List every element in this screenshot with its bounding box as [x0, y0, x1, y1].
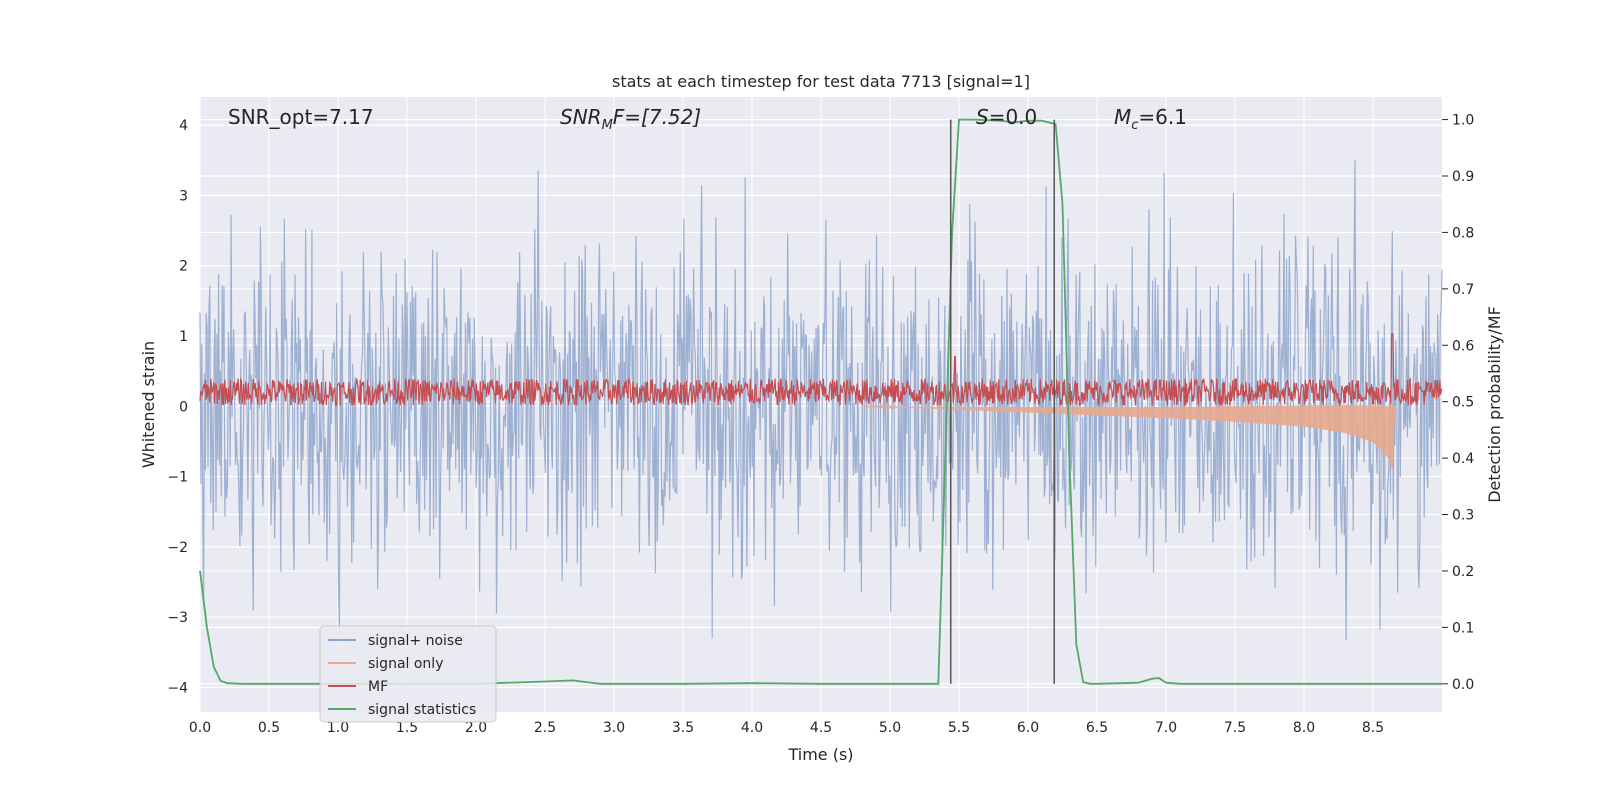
y-left-tick-label: 3: [179, 188, 188, 204]
y-left-tick-label: 2: [179, 259, 188, 275]
y-right-axis-label: Detection probability/MF: [1485, 306, 1504, 503]
y-left-axis-label: Whitened strain: [139, 341, 158, 468]
x-tick-label: 5.0: [879, 720, 901, 736]
annotation-mc: Mc=6.1: [1114, 105, 1187, 133]
grid: [199, 97, 1442, 712]
y-right-tick-label: 0.7: [1452, 282, 1474, 298]
x-tick-label: 3.5: [672, 720, 694, 736]
x-tick-label: 0.0: [189, 720, 211, 736]
legend-entry-label: signal only: [368, 656, 443, 672]
annotation-mc-base: M: [1114, 105, 1131, 129]
y-left-tick-label: −1: [167, 470, 188, 486]
y-right-tick-label: 0.5: [1452, 395, 1474, 411]
x-tick-label: 3.0: [603, 720, 625, 736]
x-tick-label: 8.5: [1362, 720, 1384, 736]
series-mf: [199, 333, 1443, 408]
x-tick-label: 7.0: [1155, 720, 1177, 736]
x-tick-label: 4.0: [741, 720, 763, 736]
annotation-mc-sub: c: [1131, 118, 1138, 133]
y-right-tick-label: 0.8: [1452, 225, 1474, 241]
x-tick-label: 8.0: [1293, 720, 1315, 736]
x-tick-label: 1.5: [396, 720, 418, 736]
legend: signal+ noise signal only MF signal statist…: [319, 625, 497, 723]
annotation-snr-mf-base: SNR: [560, 105, 602, 129]
annotation-snr-mf-rest: F=[7.52]: [613, 105, 701, 129]
x-axis-ticks: 0.0 0.5 1.0 1.5 2.0 2.5 3.0 3.5 4.0 4.5 5.0 5.5 6.0 6…: [189, 720, 1384, 736]
x-tick-label: 2.5: [534, 720, 556, 736]
mf-line: [199, 333, 1443, 408]
x-tick-label: 2.0: [465, 720, 487, 736]
y-left-tick-label: 1: [179, 329, 188, 345]
x-axis-label: Time (s): [787, 745, 853, 764]
y-right-tick-label: 0.2: [1452, 564, 1474, 580]
y-right-tick-label: 0.1: [1452, 620, 1474, 636]
x-tick-label: 6.0: [1017, 720, 1039, 736]
y-left-tick-label: −2: [167, 540, 188, 556]
x-tick-label: 4.5: [810, 720, 832, 736]
x-tick-label: 0.5: [258, 720, 280, 736]
annotation-s-base: S: [976, 105, 989, 129]
y-left-tick-label: 4: [179, 118, 188, 134]
y-right-tick-label: 0.4: [1452, 451, 1474, 467]
y-right-tick-label: 0.9: [1452, 169, 1474, 185]
legend-box: [319, 625, 497, 723]
y-left-tick-label: −4: [167, 680, 188, 696]
legend-entry-label: signal statistics: [368, 702, 476, 718]
y-right-axis-ticks: 1.0 0.9 0.8 0.7 0.6 0.5 0.4 0.3 0.2 0.1 0.0: [1442, 113, 1474, 693]
series-signal-plus-noise: [199, 160, 1443, 641]
vertical-markers: [949, 119, 1055, 684]
annotation-snr-mf-sub: M: [602, 118, 613, 133]
x-tick-label: 5.5: [948, 720, 970, 736]
y-left-axis-ticks: 4 3 2 1 0 −1 −2 −3 −4: [167, 118, 188, 696]
y-right-tick-label: 1.0: [1452, 113, 1474, 129]
annotation-mc-rest: =6.1: [1138, 105, 1187, 129]
y-left-tick-label: −3: [167, 610, 188, 626]
legend-entry-label: signal+ noise: [368, 633, 463, 649]
annotation-s: S=0.0: [976, 105, 1037, 129]
y-right-tick-label: 0.3: [1452, 508, 1474, 524]
x-tick-label: 6.5: [1086, 720, 1108, 736]
x-tick-label: 7.5: [1224, 720, 1246, 736]
annotation-snr-mf: SNRMF=[7.52]: [560, 105, 701, 133]
legend-entry-label: MF: [368, 679, 388, 695]
signal-plus-noise-line: [199, 160, 1443, 641]
y-right-tick-label: 0.6: [1452, 338, 1474, 354]
annotation-snr-opt: SNR_opt=7.17: [228, 105, 374, 129]
x-tick-label: 1.0: [327, 720, 349, 736]
y-right-tick-label: 0.0: [1452, 677, 1474, 693]
annotation-s-rest: =0.0: [989, 105, 1038, 129]
chart-title: stats at each timestep for test data 771…: [612, 72, 1030, 91]
y-left-tick-label: 0: [179, 399, 188, 415]
